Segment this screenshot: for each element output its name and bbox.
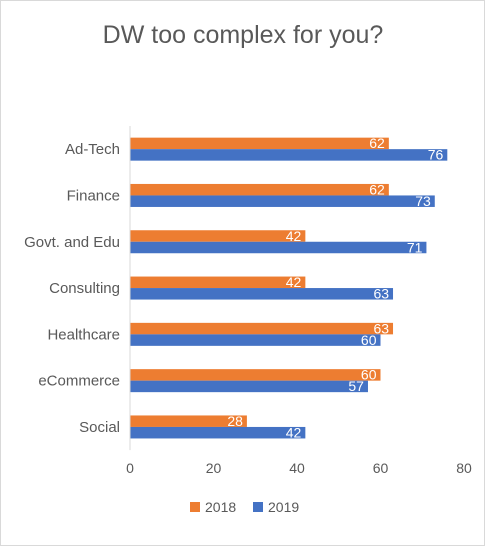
data-label: 42 [286, 228, 302, 244]
legend-swatch-2019 [253, 502, 263, 512]
legend-swatch-2018 [190, 502, 200, 512]
data-label: 60 [361, 332, 377, 348]
data-label: 60 [361, 367, 377, 383]
bar-2018-ad-tech [130, 137, 389, 150]
category-label: Ad-Tech [65, 141, 120, 158]
legend-label-2018: 2018 [205, 499, 236, 515]
bar-2019-social [130, 426, 306, 439]
bar-2019-ad-tech [130, 149, 448, 161]
bar-2018-finance [130, 183, 389, 196]
data-label: 42 [286, 274, 302, 290]
x-tick-label: 60 [373, 460, 389, 476]
data-label: 62 [369, 181, 385, 197]
data-label: 73 [415, 193, 431, 209]
data-label: 42 [286, 424, 302, 440]
bar-2019-healthcare [130, 334, 381, 346]
bar-2018-healthcare [130, 322, 394, 335]
category-label: eCommerce [38, 373, 120, 390]
data-label: 28 [227, 413, 243, 429]
data-label: 63 [373, 320, 389, 336]
data-label: 76 [428, 147, 444, 163]
data-label: 63 [373, 286, 389, 302]
bar-2019-ecommerce [130, 380, 368, 393]
category-label: Consulting [49, 280, 120, 297]
bar-2018-ecommerce [130, 369, 381, 381]
category-label: Govt. and Edu [24, 234, 120, 251]
category-label: Healthcare [47, 326, 120, 343]
legend: 2018 2019 [190, 499, 299, 515]
chart-title: DW too complex for you? [103, 21, 384, 49]
bar-2019-finance [130, 195, 435, 207]
data-label: 71 [407, 239, 423, 255]
bar-2019-consulting [130, 288, 394, 300]
bar-2018-social [130, 415, 247, 427]
bar-2018-consulting [130, 276, 306, 289]
category-label: Social [79, 419, 120, 436]
x-tick-label: 0 [126, 460, 134, 476]
category-label: Finance [67, 187, 120, 204]
bar-2018-govt-and-edu [130, 230, 306, 242]
legend-label-2019: 2019 [268, 499, 299, 515]
data-label: 57 [348, 378, 364, 394]
data-label: 62 [369, 135, 385, 151]
x-tick-label: 20 [206, 460, 222, 476]
bar-2019-govt-and-edu [130, 241, 427, 254]
axis-layer: Ad-Tech Finance Govt. and Edu Consulting Hea… [24, 126, 472, 476]
x-tick-label: 80 [456, 460, 472, 476]
x-tick-label: 40 [289, 460, 305, 476]
